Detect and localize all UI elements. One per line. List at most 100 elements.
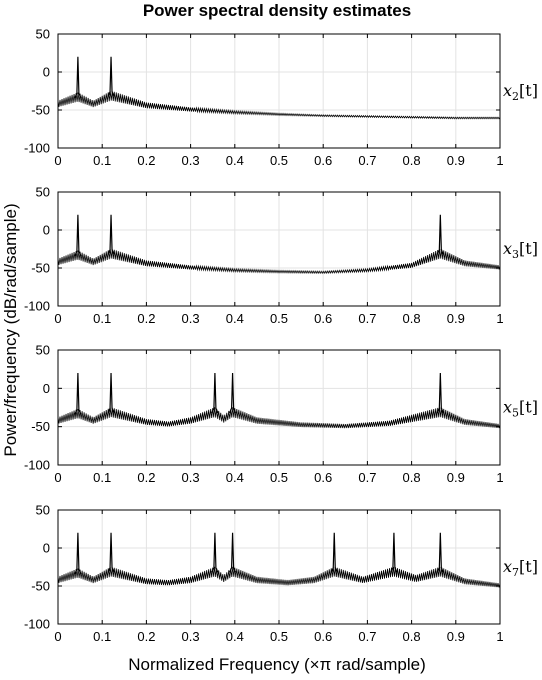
- x-tick-label: 0.1: [93, 153, 111, 168]
- subplot-4: 0 0.1 0.2 0.3 0.4 0.5 0.6 0.7 0.8 0.9 1 50 0 -50 -100 x…: [24, 503, 538, 645]
- x-tick-label: 0.4: [226, 629, 244, 644]
- signal-label-base: x: [503, 557, 512, 576]
- x-tick-label: 0.7: [358, 629, 376, 644]
- x-tick-label: 0.3: [182, 470, 200, 485]
- x-tick-label: 0.5: [270, 311, 288, 326]
- y-tick-label: 0: [43, 381, 50, 396]
- x-tick-label: 0.2: [137, 311, 155, 326]
- x-tick-label: 0: [54, 153, 61, 168]
- signal-label-base: x: [503, 398, 512, 417]
- spectral-peak: [107, 56, 115, 97]
- x-tick-label: 0.6: [314, 629, 332, 644]
- spectral-peak: [211, 372, 219, 414]
- y-tick-label: 0: [43, 65, 50, 80]
- signal-label-subscript: 7: [512, 566, 519, 579]
- x-tick-label: 0.2: [137, 153, 155, 168]
- signal-label-argument: [t]: [519, 81, 538, 100]
- signal-label: x3[t]: [503, 239, 538, 261]
- signal-label-subscript: 5: [512, 407, 519, 420]
- x-tick-label: 0: [54, 311, 61, 326]
- x-tick-label: 0.5: [270, 470, 288, 485]
- spectral-peak: [330, 532, 338, 573]
- x-tick-label: 0.8: [403, 153, 421, 168]
- psd-trace: [57, 407, 501, 429]
- spectral-peak: [390, 532, 398, 573]
- x-tick-label: 1: [496, 629, 503, 644]
- signal-label: x5[t]: [503, 398, 538, 420]
- y-tick-label: 0: [43, 541, 50, 556]
- y-tick-label: 50: [36, 343, 50, 358]
- spectral-peak: [107, 214, 115, 255]
- x-axis-label: Normalized Frequency (×π rad/sample): [128, 655, 426, 674]
- x-tick-label: 0.9: [447, 629, 465, 644]
- x-tick-label: 0.8: [403, 311, 421, 326]
- subplot-3: 0 0.1 0.2 0.3 0.4 0.5 0.6 0.7 0.8 0.9 1 50 0 -50 -100 x…: [24, 343, 538, 486]
- x-tick-label: 0.6: [314, 311, 332, 326]
- spectral-peak: [436, 532, 444, 573]
- signal-label-subscript: 2: [512, 90, 519, 103]
- spectral-peak: [74, 56, 82, 99]
- x-tick-label: 0.6: [314, 153, 332, 168]
- y-tick-label: -100: [24, 141, 50, 156]
- signal-label-argument: [t]: [519, 557, 538, 576]
- x-tick-label: 0.1: [93, 470, 111, 485]
- spectral-peak: [74, 532, 82, 575]
- signal-label-base: x: [503, 239, 512, 258]
- spectral-peak: [211, 532, 219, 573]
- y-tick-label: -50: [31, 261, 50, 276]
- y-tick-label: -50: [31, 579, 50, 594]
- psd-trace: [57, 566, 501, 588]
- x-tick-label: 0.1: [93, 629, 111, 644]
- y-tick-label: -100: [24, 458, 50, 473]
- x-tick-label: 0.5: [270, 153, 288, 168]
- x-tick-label: 0.2: [137, 629, 155, 644]
- subplot-panels: 0 0.1 0.2 0.3 0.4 0.5 0.6 0.7 0.8 0.9 1500-50-100x…: [24, 27, 538, 645]
- y-tick-label: -100: [24, 299, 50, 314]
- x-tick-label: 1: [496, 311, 503, 326]
- x-tick-label: 0.2: [137, 470, 155, 485]
- x-tick-label: 0.8: [403, 470, 421, 485]
- spectral-peak: [74, 214, 82, 257]
- x-tick-label: 0.6: [314, 470, 332, 485]
- x-tick-label: 0.7: [358, 470, 376, 485]
- x-tick-label: 0.7: [358, 153, 376, 168]
- spectral-peak: [436, 214, 444, 255]
- spectral-peak: [436, 372, 444, 414]
- x-tick-label: 0.8: [403, 629, 421, 644]
- y-tick-label: -50: [31, 103, 50, 118]
- x-tick-label: 0.1: [93, 311, 111, 326]
- figure-title: Power spectral density estimates: [143, 1, 411, 20]
- x-tick-label: 0.3: [182, 153, 200, 168]
- y-tick-label: 50: [36, 27, 50, 42]
- y-tick-label: 0: [43, 223, 50, 238]
- x-tick-label: 1: [496, 470, 503, 485]
- signal-label-subscript: 3: [512, 248, 519, 261]
- y-tick-label: -50: [31, 419, 50, 434]
- x-tick-label: 0.3: [182, 629, 200, 644]
- signal-label-base: x: [503, 81, 512, 100]
- y-tick-label: -100: [24, 617, 50, 632]
- x-tick-label: 0.9: [447, 311, 465, 326]
- spectral-peak: [107, 372, 115, 414]
- spectral-peak: [229, 372, 237, 414]
- x-tick-label: 0.4: [226, 153, 244, 168]
- x-tick-label: 0.9: [447, 470, 465, 485]
- spectral-peak: [74, 372, 82, 415]
- x-tick-label: 0.5: [270, 629, 288, 644]
- psd-trace: [57, 249, 501, 275]
- y-axis-label: Power/frequency (dB/rad/sample): [1, 203, 20, 456]
- psd-trace: [57, 91, 501, 120]
- x-tick-label: 0.7: [358, 311, 376, 326]
- signal-label: x2[t]: [503, 81, 538, 103]
- x-tick-label: 0.4: [226, 470, 244, 485]
- x-tick-label: 1: [496, 153, 503, 168]
- signal-label-argument: [t]: [519, 239, 538, 258]
- spectral-peak: [107, 532, 115, 573]
- x-tick-label: 0.4: [226, 311, 244, 326]
- signal-label-argument: [t]: [519, 398, 538, 417]
- x-tick-label: 0.9: [447, 153, 465, 168]
- subplot-2: 0 0.1 0.2 0.3 0.4 0.5 0.6 0.7 0.8 0.9 1 50 0 -50 -100 x…: [24, 185, 538, 327]
- x-tick-label: 0.3: [182, 311, 200, 326]
- signal-label: x7[t]: [503, 557, 538, 579]
